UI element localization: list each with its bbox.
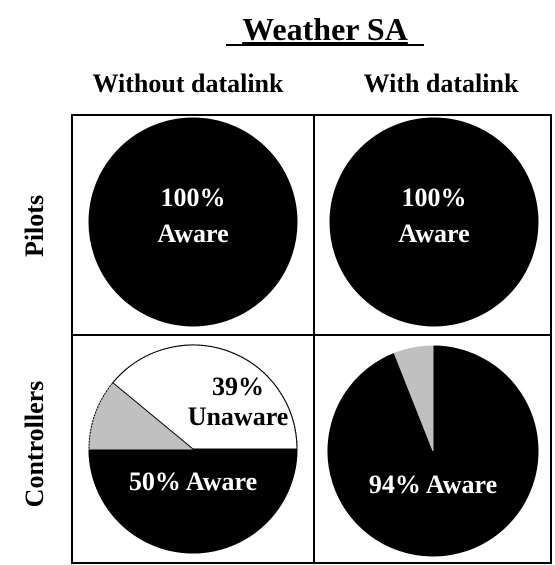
- pie-3-label-aware-0: 50% Aware: [129, 467, 257, 496]
- pie-3-slice-aware: [88, 448, 298, 554]
- pie-2-label-aware-0: 100%: [402, 183, 467, 212]
- pie-2: 100% Aware: [329, 117, 539, 327]
- pie-1-label-aware-0: 100%: [161, 183, 226, 212]
- pie-3-label-unaware-0: 39%: [212, 372, 264, 401]
- grid-outer-border: [71, 114, 552, 564]
- pie-1-slice-aware: [88, 117, 298, 327]
- pie-3-outline: [88, 344, 298, 554]
- row-header-pilots: Pilots: [20, 195, 49, 257]
- pie-2-label-aware-1: Aware: [398, 219, 469, 248]
- pie-1: 100% Aware: [88, 117, 298, 327]
- pie-3-label-unaware-1: Unaware: [188, 402, 289, 431]
- column-header-without-datalink: Without datalink: [93, 69, 285, 98]
- pie-3: 50% Aware 39%Unaware: [88, 344, 298, 554]
- pie-4-label-aware-0: 94% Aware: [369, 470, 497, 499]
- pie-charts: 100% Aware 100% Aware 50% Aware 39%Unaware 94%…: [88, 117, 539, 557]
- row-header-controllers: Controllers: [20, 381, 49, 508]
- column-header-with-datalink: With datalink: [364, 69, 519, 98]
- pie-2-slice-aware: [329, 117, 539, 327]
- pie-1-label-aware-1: Aware: [157, 219, 228, 248]
- pie-4: 94% Aware: [327, 345, 539, 557]
- pie-4-slice-other: [393, 345, 434, 452]
- figure-title: Weather SA: [242, 11, 408, 47]
